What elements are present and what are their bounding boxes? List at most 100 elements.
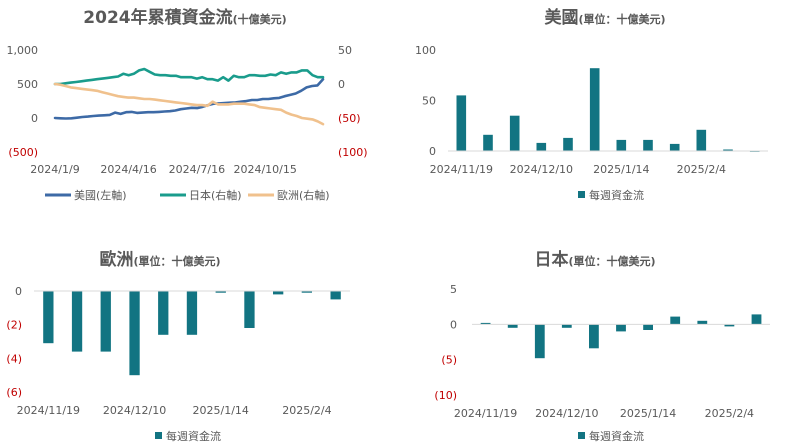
bar: [215, 291, 226, 293]
series-line-us: [53, 77, 325, 120]
x-axis-tick-label: 2024/12/10: [535, 407, 598, 420]
y-axis-tick-label: 0: [429, 145, 436, 158]
y-axis-tick-label: (2): [6, 319, 22, 332]
cumulative-chart-unit: (十億美元): [233, 12, 287, 26]
series-line-europe: [53, 82, 325, 126]
x-axis-tick-label: 2024/11/19: [454, 407, 517, 420]
legend-swatch-weekly: [155, 432, 162, 439]
left-axis-tick-label: 1,000: [7, 44, 39, 57]
x-axis-tick-label: 2024/12/10: [510, 163, 573, 176]
bar: [751, 314, 762, 325]
bar: [616, 139, 627, 151]
europe-chart-unit: (單位：十億美元): [133, 254, 220, 268]
x-axis-tick-label: 2025/1/14: [620, 407, 676, 420]
bar: [509, 115, 520, 151]
series-line-japan: [53, 67, 325, 86]
x-axis-tick-label: 2024/11/19: [430, 163, 493, 176]
left-axis-tick-label: 500: [17, 78, 38, 91]
x-axis-tick-label: 2024/10/15: [233, 163, 296, 176]
bar: [43, 291, 54, 344]
japan-weekly-flow-svg: 日本(單位：十億美元) 5 0 (5) (10) 2024/11/19 2024/12/1…: [434, 249, 770, 443]
svg-text:美國(單位：十億美元): 美國(單位：十億美元): [544, 7, 665, 28]
us-weekly-flow-svg: 美國(單位：十億美元) 100 50 0 2024/11/19 2024/12/10 20…: [415, 7, 768, 202]
x-axis-tick-label: 2024/1/9: [30, 163, 79, 176]
x-axis-tick-label: 2025/1/14: [593, 163, 649, 176]
cumulative-chart-title: 2024年累積資金流: [83, 7, 232, 28]
us-chart-title: 美國: [544, 7, 578, 28]
cumulative-flow-chart: 2024年累積資金流(十億美元) 1,000 500 0 (500) 50 0 (50) (1…: [0, 0, 390, 215]
bar: [536, 142, 547, 151]
bar: [158, 291, 169, 335]
bar: [723, 149, 733, 151]
bar: [670, 316, 681, 325]
us-weekly-flow-chart: 美國(單位：十億美元) 100 50 0 2024/11/19 2024/12/10 20…: [400, 0, 785, 215]
bar: [480, 322, 491, 325]
y-axis-tick-label: 50: [422, 95, 436, 108]
right-axis-tick-label: 50: [338, 44, 352, 57]
bar: [589, 324, 599, 349]
y-axis-tick-label: (6): [6, 386, 22, 399]
left-axis-tick-label: (500): [8, 146, 38, 159]
europe-weekly-flow-chart: 歐洲(單位：十億美元) 0 (2) (4) (6) 2024/11/19 2024/12/…: [0, 240, 390, 447]
x-axis-tick-label: 2025/2/4: [282, 404, 331, 417]
legend-swatch-weekly: [578, 432, 585, 439]
x-axis-tick-label: 2024/7/16: [169, 163, 225, 176]
bar: [563, 137, 573, 151]
right-axis-tick-label: (100): [338, 146, 368, 159]
cumulative-flow-svg: 2024年累積資金流(十億美元) 1,0005000(500)500(50)(1…: [7, 7, 368, 202]
bar: [129, 291, 140, 376]
x-axis-tick-label: 2025/2/4: [677, 163, 726, 176]
x-axis-tick-label: 2024/11/19: [17, 404, 80, 417]
bar: [589, 68, 600, 151]
bar: [507, 324, 518, 328]
bar: [616, 324, 626, 332]
bar: [273, 291, 284, 295]
bar: [534, 324, 545, 359]
right-axis-tick-label: (50): [338, 112, 361, 125]
svg-text:日本(單位：十億美元): 日本(單位：十億美元): [534, 249, 655, 270]
bar: [643, 139, 653, 151]
bar: [483, 134, 493, 151]
y-axis-tick-label: 0: [450, 318, 457, 331]
x-axis-tick-label: 2025/2/4: [705, 407, 754, 420]
y-axis-tick-label: (10): [434, 389, 457, 402]
x-axis-tick-label: 2024/12/10: [103, 404, 166, 417]
bar: [71, 291, 83, 352]
bar: [244, 291, 255, 328]
bar: [724, 324, 735, 327]
bar: [643, 324, 653, 330]
bar: [561, 324, 572, 328]
right-axis-tick-label: 0: [338, 78, 345, 91]
us-chart-unit: (單位：十億美元): [578, 12, 665, 26]
europe-weekly-flow-svg: 歐洲(單位：十億美元) 0 (2) (4) (6) 2024/11/19 2024/12/…: [6, 249, 350, 443]
y-axis-tick-label: 5: [450, 283, 457, 296]
svg-text:歐洲(單位：十億美元): 歐洲(單位：十億美元): [99, 249, 220, 270]
bar: [186, 291, 198, 335]
left-axis-tick-label: 0: [31, 112, 38, 125]
y-axis-tick-label: (5): [441, 354, 457, 367]
legend-swatch-weekly: [578, 191, 585, 198]
japan-chart-title: 日本: [534, 249, 568, 270]
japan-chart-unit: (單位：十億美元): [568, 254, 655, 268]
svg-text:2024年累積資金流(十億美元): 2024年累積資金流(十億美元): [83, 7, 286, 28]
bar: [456, 95, 467, 151]
bar: [669, 143, 680, 151]
legend-label-weekly: 每週資金流: [166, 429, 221, 443]
x-axis-tick-label: 2024/4/16: [100, 163, 156, 176]
bar: [330, 291, 341, 300]
y-axis-tick-label: 100: [415, 44, 436, 57]
y-axis-tick-label: 0: [15, 285, 22, 298]
legend-label-weekly: 每週資金流: [589, 429, 644, 443]
legend-label-us: 美國(左軸): [74, 188, 127, 202]
bar: [696, 129, 707, 151]
legend-label-japan: 日本(右軸): [189, 188, 242, 202]
legend-label-europe: 歐洲(右軸): [277, 188, 330, 202]
europe-chart-title: 歐洲: [99, 249, 133, 270]
japan-weekly-flow-chart: 日本(單位：十億美元) 5 0 (5) (10) 2024/11/19 2024/12/1…: [400, 240, 785, 447]
bar: [301, 291, 312, 293]
y-axis-tick-label: (4): [6, 352, 22, 365]
x-axis-tick-label: 2025/1/14: [193, 404, 249, 417]
bar: [697, 320, 708, 325]
legend-label-weekly: 每週資金流: [589, 188, 644, 202]
bar: [100, 291, 111, 352]
